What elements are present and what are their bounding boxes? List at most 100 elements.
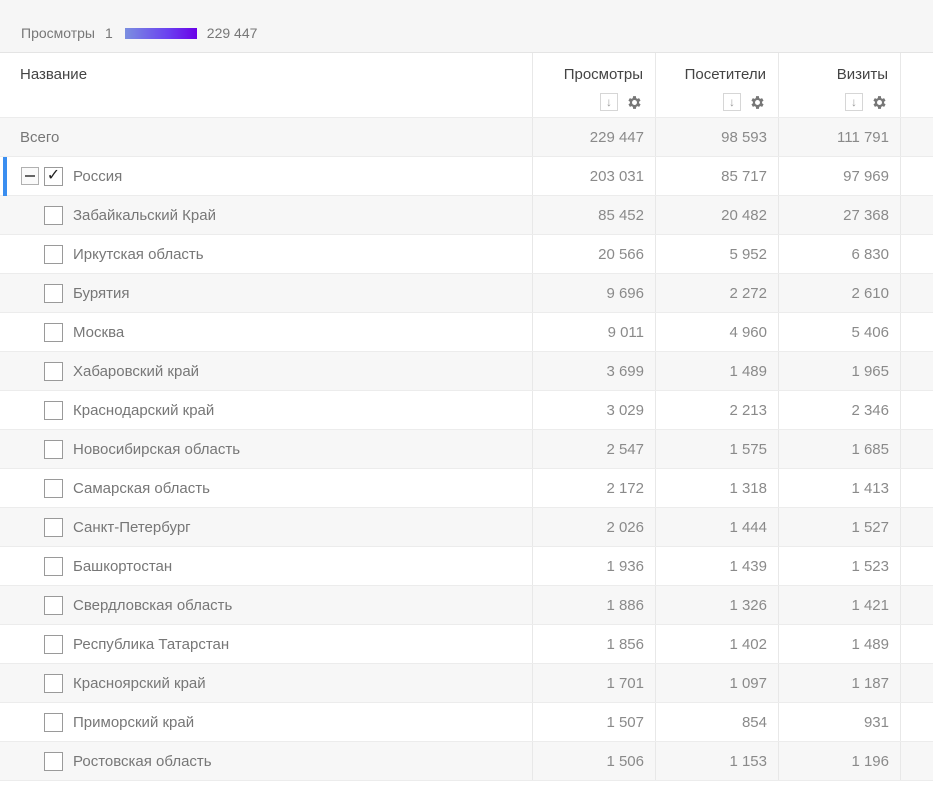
row-checkbox[interactable] xyxy=(44,751,63,771)
row-views: 1 856 xyxy=(533,625,656,663)
table-row[interactable]: Иркутская область 20 566 5 952 6 830 xyxy=(0,235,933,274)
table-row[interactable]: Бурятия 9 696 2 272 2 610 xyxy=(0,274,933,313)
sort-views-icon[interactable]: ↓ xyxy=(600,93,618,111)
row-checkbox[interactable] xyxy=(44,634,63,654)
row-checkbox[interactable] xyxy=(44,517,63,537)
row-visitors: 2 213 xyxy=(656,391,779,429)
total-visits: 111 791 xyxy=(779,118,901,156)
table-row[interactable]: Москва 9 011 4 960 5 406 xyxy=(0,313,933,352)
column-header-visitors-label[interactable]: Посетители xyxy=(684,66,766,83)
table-row[interactable]: Новосибирская область 2 547 1 575 1 685 xyxy=(0,430,933,469)
row-views: 1 507 xyxy=(533,703,656,741)
map-legend: Просмотры 1 229 447 xyxy=(0,0,933,53)
row-checkbox-russia[interactable]: ✓ xyxy=(44,166,63,186)
row-label: Ростовская область xyxy=(73,752,212,770)
column-header-views-label[interactable]: Просмотры xyxy=(563,66,643,83)
column-header-name[interactable]: Название xyxy=(0,53,533,117)
table-row[interactable]: Забайкальский Край 85 452 20 482 27 368 xyxy=(0,196,933,235)
row-views: 20 566 xyxy=(533,235,656,273)
table-header: Название Просмотры ↓ Посетители ↓ Визиты xyxy=(0,53,933,118)
row-visitors: 1 489 xyxy=(656,352,779,390)
row-visits: 1 523 xyxy=(779,547,901,585)
row-checkbox[interactable] xyxy=(44,673,63,693)
row-label: Бурятия xyxy=(73,284,130,302)
row-views: 2 026 xyxy=(533,508,656,546)
table-row[interactable]: Башкортостан 1 936 1 439 1 523 xyxy=(0,547,933,586)
row-views: 3 699 xyxy=(533,352,656,390)
row-label: Россия xyxy=(73,167,123,185)
row-visitors: 854 xyxy=(656,703,779,741)
total-views: 229 447 xyxy=(533,118,656,156)
row-checkbox[interactable] xyxy=(44,283,63,303)
column-header-views: Просмотры ↓ xyxy=(533,53,656,117)
row-views: 2 172 xyxy=(533,469,656,507)
row-views: 85 452 xyxy=(533,196,656,234)
row-checkbox[interactable] xyxy=(44,556,63,576)
sort-visitors-icon[interactable]: ↓ xyxy=(723,93,741,111)
row-label: Иркутская область xyxy=(73,245,204,263)
row-visitors: 1 444 xyxy=(656,508,779,546)
row-checkbox[interactable] xyxy=(44,361,63,381)
row-visitors: 1 097 xyxy=(656,664,779,702)
row-visitors: 1 153 xyxy=(656,742,779,780)
column-header-visits-label[interactable]: Визиты xyxy=(836,66,888,83)
row-visits: 1 527 xyxy=(779,508,901,546)
row-views: 1 936 xyxy=(533,547,656,585)
table-row[interactable]: Красноярский край 1 701 1 097 1 187 xyxy=(0,664,933,703)
table-row-russia[interactable]: ✓ Россия 203 031 85 717 97 969 xyxy=(0,157,933,196)
legend-metric-label: Просмотры xyxy=(21,25,95,41)
settings-visits-gear-icon[interactable] xyxy=(871,94,888,111)
table-row[interactable]: Краснодарский край 3 029 2 213 2 346 xyxy=(0,391,933,430)
table-row[interactable]: Самарская область 2 172 1 318 1 413 xyxy=(0,469,933,508)
table-row[interactable]: Ростовская область 1 506 1 153 1 196 xyxy=(0,742,933,781)
settings-visitors-gear-icon[interactable] xyxy=(749,94,766,111)
row-checkbox[interactable] xyxy=(44,712,63,732)
row-views: 3 029 xyxy=(533,391,656,429)
sort-visits-icon[interactable]: ↓ xyxy=(845,93,863,111)
row-visits: 97 969 xyxy=(779,157,901,195)
row-visitors: 5 952 xyxy=(656,235,779,273)
table-row[interactable]: Республика Татарстан 1 856 1 402 1 489 xyxy=(0,625,933,664)
row-visits: 1 196 xyxy=(779,742,901,780)
row-checkbox[interactable] xyxy=(44,439,63,459)
row-views: 9 011 xyxy=(533,313,656,351)
report-table: Название Просмотры ↓ Посетители ↓ Визиты xyxy=(0,53,933,781)
row-visits: 2 610 xyxy=(779,274,901,312)
total-row: Всего 229 447 98 593 111 791 xyxy=(0,118,933,157)
row-views: 203 031 xyxy=(533,157,656,195)
row-checkbox[interactable] xyxy=(44,595,63,615)
row-visitors: 20 482 xyxy=(656,196,779,234)
row-checkbox[interactable] xyxy=(44,322,63,342)
header-filler xyxy=(901,53,933,117)
row-views: 1 886 xyxy=(533,586,656,624)
row-views: 9 696 xyxy=(533,274,656,312)
row-views: 2 547 xyxy=(533,430,656,468)
table-row[interactable]: Свердловская область 1 886 1 326 1 421 xyxy=(0,586,933,625)
row-visits: 1 421 xyxy=(779,586,901,624)
row-label: Забайкальский Край xyxy=(73,206,216,224)
row-label: Краснодарский край xyxy=(73,401,215,419)
row-views: 1 506 xyxy=(533,742,656,780)
row-label: Свердловская область xyxy=(73,596,233,614)
row-visits: 1 187 xyxy=(779,664,901,702)
row-visitors: 1 439 xyxy=(656,547,779,585)
row-checkbox[interactable] xyxy=(44,244,63,264)
row-label: Москва xyxy=(73,323,125,341)
row-visitors: 4 960 xyxy=(656,313,779,351)
row-visitors: 1 318 xyxy=(656,469,779,507)
table-row[interactable]: Приморский край 1 507 854 931 xyxy=(0,703,933,742)
row-checkbox[interactable] xyxy=(44,478,63,498)
collapse-minus-icon[interactable] xyxy=(21,167,39,185)
row-visitors: 1 575 xyxy=(656,430,779,468)
row-visitors: 85 717 xyxy=(656,157,779,195)
row-checkbox[interactable] xyxy=(44,400,63,420)
column-header-visitors: Посетители ↓ xyxy=(656,53,779,117)
row-label: Башкортостан xyxy=(73,557,173,575)
settings-views-gear-icon[interactable] xyxy=(626,94,643,111)
row-checkbox[interactable] xyxy=(44,205,63,225)
row-visitors: 2 272 xyxy=(656,274,779,312)
row-label: Республика Татарстан xyxy=(73,635,230,653)
table-row[interactable]: Хабаровский край 3 699 1 489 1 965 xyxy=(0,352,933,391)
table-row[interactable]: Санкт-Петербург 2 026 1 444 1 527 xyxy=(0,508,933,547)
row-visitors: 1 402 xyxy=(656,625,779,663)
